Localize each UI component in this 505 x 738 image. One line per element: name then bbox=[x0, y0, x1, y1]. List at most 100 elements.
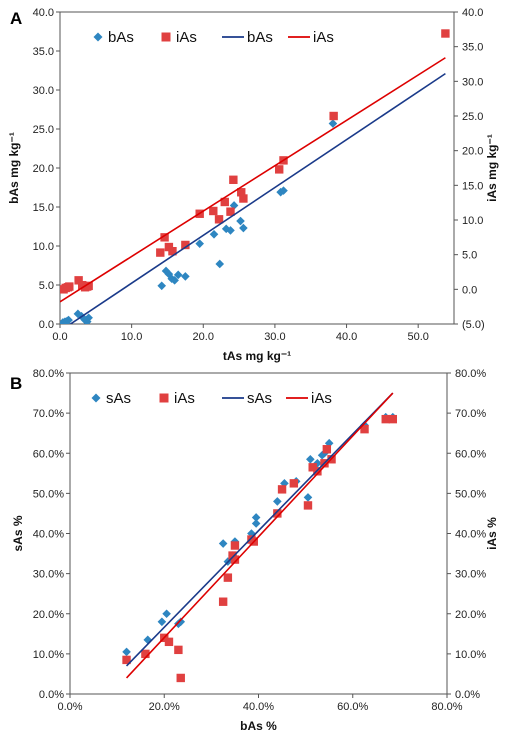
data-point-bas bbox=[64, 315, 73, 324]
panel-label: B bbox=[10, 374, 22, 393]
x-tick-label: 0.0 bbox=[52, 331, 67, 343]
data-point-ias bbox=[303, 501, 313, 510]
legend-label: bAs bbox=[247, 29, 273, 46]
data-point-ias bbox=[176, 673, 185, 683]
legend-label: iAs bbox=[313, 29, 334, 46]
y2-tick-label: 35.0 bbox=[462, 42, 483, 54]
y2-tick-label: 20.0% bbox=[455, 609, 486, 621]
data-point-sas bbox=[247, 529, 256, 538]
y-tick-label: 50.0% bbox=[33, 488, 64, 500]
legend-label: bAs bbox=[108, 29, 134, 46]
y-tick-label: 35.0 bbox=[33, 46, 54, 58]
y2-tick-label: 20.0 bbox=[462, 146, 483, 158]
data-point-sas bbox=[280, 479, 289, 488]
data-point-ias bbox=[226, 207, 235, 216]
y2-tick-label: 40.0% bbox=[455, 529, 486, 541]
data-point-sas bbox=[306, 454, 315, 464]
data-point-ias bbox=[322, 445, 332, 454]
data-point-ias bbox=[237, 188, 246, 197]
data-point-ias bbox=[65, 282, 74, 291]
trend-line-ias bbox=[60, 57, 446, 303]
data-point-bas bbox=[157, 281, 167, 291]
y-tick-label: 20.0 bbox=[33, 163, 54, 175]
data-point-ias bbox=[230, 541, 240, 550]
data-point-ias bbox=[229, 175, 238, 184]
y2-tick-label: 25.0 bbox=[462, 111, 483, 123]
data-point-sas bbox=[218, 539, 228, 548]
data-point-bas bbox=[82, 317, 92, 324]
data-point-bas bbox=[84, 313, 93, 323]
data-point-ias bbox=[156, 248, 165, 257]
data-point-ias bbox=[141, 649, 150, 659]
series-ias-line bbox=[60, 57, 446, 303]
data-point-ias bbox=[275, 165, 284, 174]
legend-marker-bas bbox=[93, 32, 103, 42]
data-point-ias bbox=[277, 485, 287, 494]
chart-panel-b: B0.0% 20.0% 40.0% 60.0% 80.0%0.0%10.0%20.0%3… bbox=[10, 368, 499, 733]
data-point-bas bbox=[195, 239, 204, 248]
data-point-bas bbox=[161, 266, 171, 276]
data-point-sas bbox=[303, 493, 313, 502]
y2-tick-label: 10.0% bbox=[455, 649, 486, 661]
legend-label: iAs bbox=[174, 390, 195, 407]
data-point-ias bbox=[308, 463, 317, 472]
x-tick-label: 30.0 bbox=[264, 331, 285, 343]
y2-tick-label: 5.0 bbox=[462, 250, 477, 262]
y2-tick-label: 10.0 bbox=[462, 215, 483, 227]
trend-line-sas bbox=[125, 392, 394, 667]
y-tick-label: 5.0 bbox=[39, 280, 54, 292]
legend-label: sAs bbox=[247, 390, 272, 407]
data-point-ias bbox=[218, 597, 228, 606]
data-point-bas bbox=[164, 269, 174, 279]
y-tick-label: 20.0% bbox=[33, 609, 64, 621]
y2-tick-label: 60.0% bbox=[455, 448, 486, 460]
y-tick-label: 25.0 bbox=[33, 124, 54, 136]
series-bas-line bbox=[69, 72, 446, 324]
data-point-bas bbox=[236, 216, 245, 226]
data-point-ias bbox=[289, 479, 299, 488]
y2-tick-label: 80.0% bbox=[455, 368, 486, 380]
y2-tick-label: 70.0% bbox=[455, 408, 486, 420]
legend-marker-ias bbox=[159, 393, 169, 403]
data-point-bas bbox=[226, 226, 235, 235]
data-point-ias bbox=[160, 233, 169, 242]
data-point-ias bbox=[168, 247, 177, 256]
y-tick-label: 10.0 bbox=[33, 241, 54, 253]
x-tick-label: 40.0 bbox=[336, 331, 357, 343]
y-tick-label: 0.0% bbox=[39, 689, 64, 701]
series-bas-points bbox=[60, 119, 338, 324]
data-point-sas bbox=[143, 635, 153, 645]
x-tick-label: 10.0 bbox=[121, 331, 142, 343]
data-point-sas bbox=[162, 609, 171, 619]
y2-tick-label: 0.0% bbox=[455, 689, 480, 701]
data-point-ias bbox=[74, 276, 83, 285]
data-point-ias bbox=[329, 111, 338, 121]
data-point-bas bbox=[181, 272, 190, 281]
trend-line-ias bbox=[125, 392, 394, 679]
y-axis-label: bAs mg kg⁻¹ bbox=[7, 132, 21, 204]
data-point-bas bbox=[279, 186, 288, 195]
y-tick-label: 10.0% bbox=[33, 649, 64, 661]
data-point-bas bbox=[170, 276, 179, 285]
x-tick-label: 80.0% bbox=[431, 701, 462, 713]
y-tick-label: 40.0 bbox=[33, 7, 54, 19]
data-point-ias bbox=[223, 573, 233, 582]
data-point-bas bbox=[215, 259, 225, 269]
data-point-ias bbox=[273, 509, 282, 518]
y-tick-label: 70.0% bbox=[33, 408, 64, 420]
data-point-sas bbox=[176, 617, 186, 627]
legend-marker-ias bbox=[161, 32, 171, 42]
plot-frame bbox=[59, 11, 455, 325]
legend: bAs iAs bAs iAs bbox=[93, 29, 334, 46]
data-point-ias bbox=[441, 29, 450, 38]
data-point-ias bbox=[164, 637, 174, 647]
chart-panel-a: A 0.0 10.0 20.0 30.0 40.0 50.0 0.0 5.0 10.0 15.0 20… bbox=[7, 7, 499, 363]
legend: sAs iAs sAs iAs bbox=[91, 390, 332, 407]
trend-line-bas bbox=[69, 72, 446, 324]
y2-tick-label: 30.0% bbox=[455, 569, 486, 581]
data-point-bas bbox=[209, 230, 219, 239]
data-point-bas bbox=[167, 274, 177, 284]
y-tick-label: 60.0% bbox=[33, 448, 64, 460]
x-tick-label: 60.0% bbox=[337, 701, 368, 713]
